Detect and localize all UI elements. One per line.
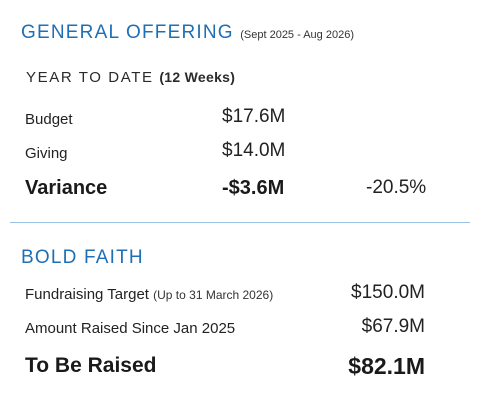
- amount-raised-label: Amount Raised Since Jan 2025: [25, 320, 236, 337]
- ytd-label: YEAR TO DATE: [26, 69, 154, 86]
- general-offering-heading: GENERAL OFFERING (Sept 2025 - Aug 2026): [21, 22, 354, 44]
- variance-percent: -20.5%: [366, 177, 427, 198]
- general-offering-title: GENERAL OFFERING: [21, 22, 234, 43]
- variance-label: Variance: [25, 177, 108, 199]
- fundraising-target-note: (Up to 31 March 2026): [153, 288, 274, 302]
- bold-faith-title: BOLD FAITH: [21, 247, 144, 268]
- fundraising-target-label: Fundraising Target: [25, 286, 149, 303]
- section-divider: [10, 222, 470, 223]
- ytd-weeks: (12 Weeks): [159, 69, 236, 85]
- giving-label: Giving: [25, 145, 68, 162]
- fundraising-target-value: $150.0M: [351, 282, 425, 303]
- variance-value: -$3.6M: [222, 177, 285, 199]
- budget-value: $17.6M: [222, 106, 286, 127]
- amount-raised-value: $67.9M: [361, 316, 425, 337]
- fundraising-target-row: Fundraising Target (Up to 31 March 2026): [25, 286, 273, 303]
- to-be-raised-label: To Be Raised: [25, 354, 157, 377]
- ytd-heading: YEAR TO DATE (12 Weeks): [26, 69, 235, 86]
- to-be-raised-value: $82.1M: [348, 353, 425, 379]
- budget-label: Budget: [25, 111, 73, 128]
- giving-value: $14.0M: [222, 140, 286, 161]
- general-offering-period: (Sept 2025 - Aug 2026): [240, 29, 354, 41]
